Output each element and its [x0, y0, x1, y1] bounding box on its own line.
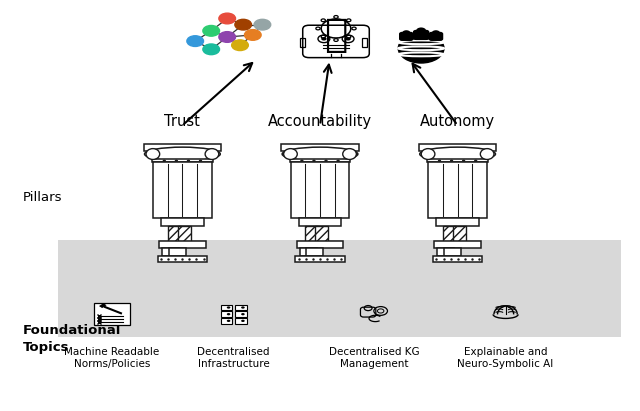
Bar [306, 248, 323, 256]
Ellipse shape [420, 147, 495, 161]
Circle shape [416, 28, 426, 34]
Circle shape [199, 159, 202, 162]
Circle shape [346, 37, 351, 41]
Bar [296, 241, 344, 248]
Circle shape [462, 159, 465, 162]
Bar [221, 318, 232, 323]
Bar [305, 226, 318, 241]
Bar [153, 162, 212, 217]
Bar [299, 217, 341, 226]
Bar [436, 217, 479, 226]
Ellipse shape [343, 149, 356, 159]
Text: Machine Readable
Norms/Policies: Machine Readable Norms/Policies [65, 347, 159, 369]
Circle shape [402, 30, 410, 35]
FancyBboxPatch shape [413, 30, 429, 40]
Bar [161, 217, 204, 226]
Bar [235, 305, 246, 310]
Circle shape [241, 313, 244, 315]
Bar [433, 256, 483, 261]
Circle shape [438, 159, 441, 162]
Bar [159, 241, 206, 248]
Circle shape [219, 32, 236, 42]
Circle shape [187, 36, 204, 46]
Circle shape [203, 25, 220, 36]
Circle shape [398, 34, 444, 63]
Text: Decentralised KG
Management: Decentralised KG Management [329, 347, 420, 369]
Circle shape [244, 30, 261, 40]
Circle shape [219, 13, 236, 24]
Bar [221, 305, 232, 310]
Bar [235, 318, 246, 323]
Text: Explainable and
Neuro-Symbolic AI: Explainable and Neuro-Symbolic AI [458, 347, 554, 369]
Bar [235, 312, 246, 317]
Circle shape [241, 306, 244, 309]
Text: Trust: Trust [164, 115, 200, 129]
Circle shape [232, 40, 248, 51]
Circle shape [203, 44, 220, 55]
Circle shape [324, 159, 328, 162]
Bar [282, 144, 358, 151]
Bar [434, 241, 481, 248]
Text: Decentralised
Infrastructure: Decentralised Infrastructure [197, 347, 270, 369]
Bar [316, 226, 328, 241]
Bar [362, 38, 367, 46]
Circle shape [227, 320, 230, 322]
Bar [168, 248, 186, 256]
Bar [178, 226, 191, 241]
FancyBboxPatch shape [94, 303, 130, 326]
Bar [428, 159, 488, 162]
Circle shape [474, 159, 477, 162]
Circle shape [321, 37, 326, 41]
Ellipse shape [145, 147, 220, 161]
Bar [291, 162, 349, 217]
Bar [437, 248, 454, 256]
Ellipse shape [481, 149, 494, 159]
Text: Accountability: Accountability [268, 115, 372, 129]
Circle shape [227, 306, 230, 309]
Circle shape [300, 159, 303, 162]
Bar [221, 312, 232, 317]
Circle shape [337, 159, 340, 162]
Bar [168, 226, 180, 241]
Circle shape [432, 30, 440, 35]
Circle shape [235, 19, 252, 30]
Bar [290, 159, 350, 162]
Circle shape [175, 159, 178, 162]
Bar [443, 226, 456, 241]
Circle shape [163, 159, 166, 162]
FancyBboxPatch shape [399, 32, 413, 41]
Bar [99, 303, 107, 308]
Bar [58, 240, 621, 337]
Bar [300, 38, 305, 46]
Text: Foundational
Topics: Foundational Topics [22, 324, 121, 354]
Circle shape [450, 159, 453, 162]
Bar [295, 256, 345, 261]
Ellipse shape [421, 149, 435, 159]
Circle shape [227, 313, 230, 315]
Ellipse shape [284, 149, 297, 159]
Circle shape [241, 320, 244, 322]
Circle shape [312, 159, 316, 162]
Ellipse shape [205, 149, 219, 159]
Ellipse shape [282, 147, 358, 161]
Bar [144, 144, 221, 151]
Bar [444, 248, 461, 256]
Bar [428, 162, 487, 217]
Bar [419, 144, 496, 151]
Bar [152, 159, 212, 162]
Bar [300, 248, 317, 256]
Bar [157, 256, 207, 261]
Circle shape [254, 19, 271, 30]
Ellipse shape [146, 149, 159, 159]
Text: Autonomy: Autonomy [420, 115, 495, 129]
FancyBboxPatch shape [429, 32, 444, 41]
Text: 🤖: 🤖 [324, 16, 348, 54]
Bar [453, 226, 466, 241]
Text: Pillars: Pillars [22, 191, 62, 204]
Bar [162, 248, 179, 256]
Circle shape [187, 159, 190, 162]
